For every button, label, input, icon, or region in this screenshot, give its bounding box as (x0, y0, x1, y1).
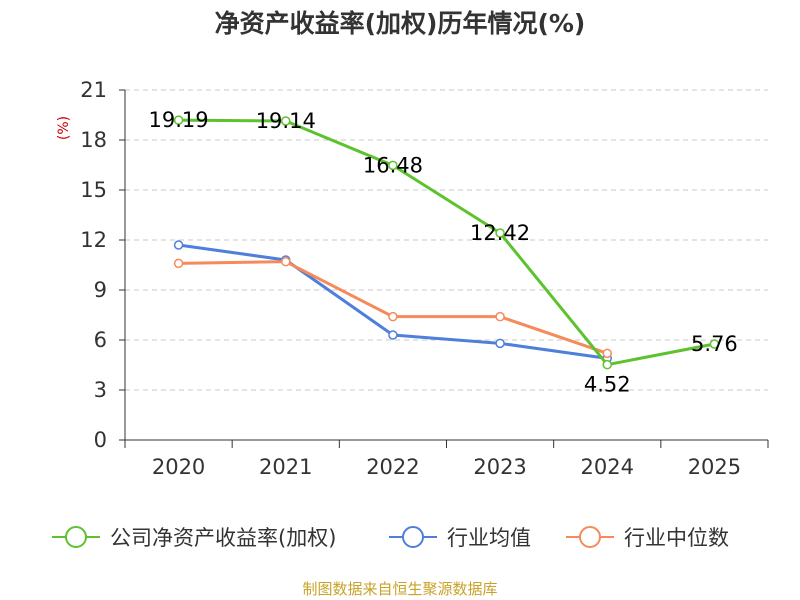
series (173, 115, 720, 370)
y-tick-label: 0 (94, 428, 107, 452)
y-tick-label: 21 (80, 78, 107, 102)
chart-title: 净资产收益率(加权)历年情况(%) (214, 9, 586, 38)
x-tick-label: 2023 (473, 455, 526, 479)
data-point (281, 116, 291, 126)
data-point (173, 115, 184, 125)
data-point (173, 240, 184, 250)
y-tick-label: 12 (80, 228, 107, 252)
data-label: 19.19 (149, 108, 209, 132)
data-point (495, 228, 505, 238)
data-point (281, 256, 291, 267)
y-axis-label: (%) (56, 116, 72, 140)
x-tick-label: 2021 (259, 455, 312, 479)
data-point (709, 339, 720, 349)
data-point (173, 258, 184, 269)
x-tick-label: 2020 (152, 455, 205, 479)
data-label: 16.48 (363, 153, 423, 177)
legend-label: 行业均值 (447, 526, 531, 550)
legend-marker (579, 526, 601, 548)
data-point (602, 348, 612, 359)
data-labels: 19.19 19.14 16.48 12.42 4.52 5.76 (149, 108, 738, 397)
axes: 0 3 6 9 12 15 18 21 2020 2021 2022 2023 2024 2025 (80, 78, 769, 479)
series-line (178, 118, 715, 367)
data-point (495, 338, 505, 349)
legend: 公司净资产收益率(加权) 行业均值 行业中位数 (52, 526, 729, 550)
data-point (495, 311, 505, 322)
data-point (388, 160, 398, 171)
data-point (602, 359, 612, 370)
data-label: 5.76 (691, 332, 738, 356)
source-note: 制图数据来自恒生聚源数据库 (302, 580, 498, 598)
legend-marker (402, 526, 424, 548)
gridlines (125, 89, 768, 391)
legend-marker (65, 526, 87, 548)
y-tick-label: 3 (94, 378, 107, 402)
data-label: 12.42 (470, 221, 530, 245)
data-point (388, 330, 398, 340)
y-tick-label: 18 (80, 128, 107, 152)
data-point (388, 311, 398, 322)
y-tick-label: 15 (80, 178, 107, 202)
y-tick-label: 9 (94, 278, 107, 302)
legend-label: 公司净资产收益率(加权) (110, 526, 336, 550)
legend-label: 行业中位数 (624, 526, 729, 550)
x-tick-label: 2025 (688, 455, 741, 479)
data-label: 4.52 (584, 373, 631, 397)
x-tick-label: 2022 (366, 455, 419, 479)
data-label: 19.14 (256, 109, 316, 133)
x-tick-label: 2024 (581, 455, 634, 479)
y-tick-label: 6 (94, 328, 107, 352)
